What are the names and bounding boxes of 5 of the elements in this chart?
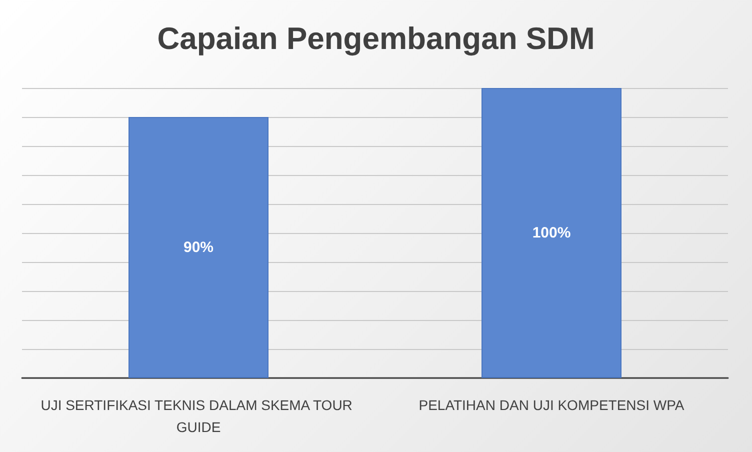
chart-title: Capaian Pengembangan SDM bbox=[157, 21, 595, 56]
data-label: 100% bbox=[532, 224, 571, 242]
x-tick-label: PELATIHAN DAN UJI KOMPETENSI WPA bbox=[418, 397, 685, 413]
data-label: 90% bbox=[183, 239, 214, 256]
x-tick-label: UJI SERTIFIKASI TEKNIS DALAM SKEMA TOUR GUIDE bbox=[40, 397, 356, 435]
